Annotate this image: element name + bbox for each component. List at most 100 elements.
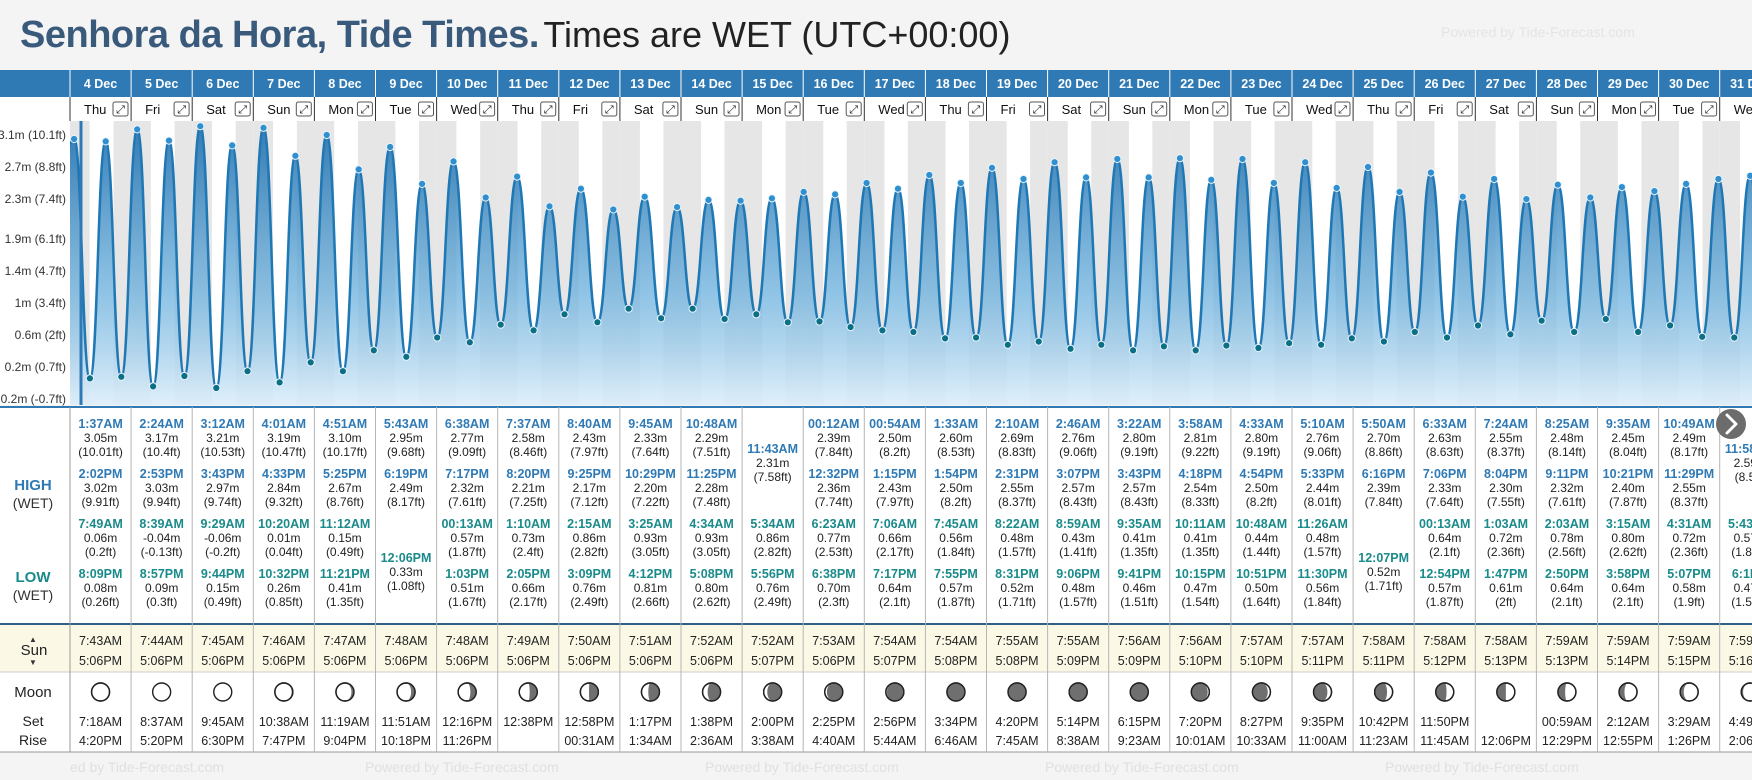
expand-icon[interactable] [173,101,190,117]
low-tide-time: 5:43AM [1728,517,1752,531]
low-tide-point [1034,337,1043,346]
high-tide-point [1238,154,1247,164]
low-tide-time: 2:50PM [1545,567,1589,581]
expand-icon[interactable] [1029,101,1045,117]
low-tide-point [1285,339,1294,348]
low-tide-height-m: 0.86m [756,531,789,545]
sunrise-time: 7:51AM [629,634,672,648]
expand-icon[interactable] [1090,101,1107,117]
expand-icon[interactable] [418,101,434,117]
high-tide-point [1746,171,1752,180]
low-tide-height-m: 0.15m [328,531,361,545]
high-tide-point [1363,162,1373,172]
sunset-time: 5:16PM [1729,654,1752,668]
y-tick-label: 2.3m (7.4ft) [5,192,66,206]
high-tide-height-ft: (8.04ft) [1609,445,1647,459]
expand-icon[interactable] [1517,101,1534,117]
low-tide-height-ft: (0.49ft) [326,545,364,559]
expand-icon[interactable] [1456,101,1473,117]
low-tide-point [1506,330,1515,339]
moonrise-time: 3:38AM [751,734,794,748]
low-tide-height-ft: (1.84ft) [1304,595,1342,609]
y-axis-panel [0,103,70,405]
high-tide-height-m: 2.39m [1367,481,1400,495]
dow-label: Fri [1428,102,1443,117]
expand-icon[interactable] [784,101,801,117]
low-tide-time: 9:41PM [1117,567,1161,581]
low-tide-height-ft: (1.44ft) [1242,545,1280,559]
high-tide-time: 9:11PM [1545,467,1588,481]
low-tide-height-m: 0.64m [1611,581,1644,595]
expand-icon[interactable] [540,101,557,117]
expand-icon[interactable] [723,101,740,117]
high-tide-height-m: 3.10m [328,431,361,445]
expand-icon[interactable] [1334,101,1351,117]
expand-icon[interactable] [479,101,496,117]
expand-icon: ⤢ [1155,104,1164,116]
low-tide-time: 8:59AM [1056,517,1100,531]
low-tide-height-ft: (2.17ft) [876,545,914,559]
sunrise-time: 7:59AM [1729,634,1752,648]
high-tide-height-ft: (9.91ft) [82,495,120,509]
moon-outline [1679,682,1699,702]
high-tide-point [1144,173,1153,182]
moonset-time: 9:35PM [1301,715,1344,729]
high-tide-height-ft: (9.68ft) [387,445,425,459]
expand-icon[interactable] [601,101,618,117]
high-tide-height-m: 2.57m [1123,481,1156,495]
low-tide-time: 12:07PM [1358,551,1409,565]
low-tide-height-ft: (2.66ft) [631,595,669,609]
footer-band [0,753,1752,780]
low-tide-height-ft: (1.71ft) [1365,579,1403,593]
expand-icon: ⤢ [1582,104,1591,116]
low-tide-height-ft: (-0.2ft) [205,545,240,559]
expand-icon[interactable] [1640,101,1656,117]
low-tide-point [369,346,378,355]
low-tide-height-m: 0.64m [878,581,911,595]
sun-row [0,624,1752,672]
high-tide-time: 1:37AM [78,417,122,431]
low-tide-height-ft: (2.1ft) [1612,595,1643,609]
low-tide-height-m: 0.48m [1000,531,1033,545]
expand-icon[interactable] [234,101,251,117]
high-row-tz: (WET) [13,495,53,511]
date-label: 11 Dec [508,77,548,91]
expand-icon[interactable] [967,101,984,117]
expand-icon[interactable] [1273,101,1290,117]
expand-icon[interactable] [1701,101,1718,117]
expand-icon[interactable] [295,101,312,117]
low-tide-time: 1:03PM [445,567,489,581]
high-tide-point [1426,168,1436,177]
high-tide-point [228,141,237,150]
low-tide-height-ft: (-0.13ft) [141,545,183,559]
expand-icon[interactable] [1395,101,1412,117]
expand-icon: ⤢ [788,104,797,116]
expand-icon[interactable] [845,101,862,117]
moonrise-time: 12:06PM [1481,734,1531,748]
dow-label: Sun [1123,102,1146,117]
y-tick-label: 2.7m (8.8ft) [5,160,66,174]
expand-icon[interactable] [662,101,679,117]
high-tide-time: 5:50AM [1361,417,1405,431]
high-tide-time: 6:19PM [384,467,428,481]
expand-icon[interactable] [906,101,923,117]
date-label: 21 Dec [1119,77,1159,91]
next-arrow-icon[interactable] [1716,409,1746,439]
high-tide-time: 1:33AM [934,417,978,431]
low-tide-height-ft: (1.54ft) [1181,595,1219,609]
expand-icon[interactable] [1578,101,1595,117]
low-tide-height-ft: (2.4ft) [513,545,544,559]
expand-icon[interactable] [112,101,129,117]
low-tide-point [1159,342,1169,351]
expand-icon[interactable] [356,101,373,117]
high-tide-height-m: 2.54m [1184,481,1217,495]
high-tide-height-ft: (8.46ft) [509,445,547,459]
low-tide-height-ft: (2.36ft) [1487,545,1525,559]
moonset-time: 8:27PM [1240,715,1283,729]
expand-icon[interactable] [1212,101,1229,117]
sunrise-time: 7:59AM [1668,634,1711,648]
expand-icon[interactable] [1151,101,1168,117]
high-tide-height-m: 2.69m [1000,431,1033,445]
low-tide-height-m: 0.57m [1428,581,1461,595]
low-tide-point [1634,327,1643,337]
